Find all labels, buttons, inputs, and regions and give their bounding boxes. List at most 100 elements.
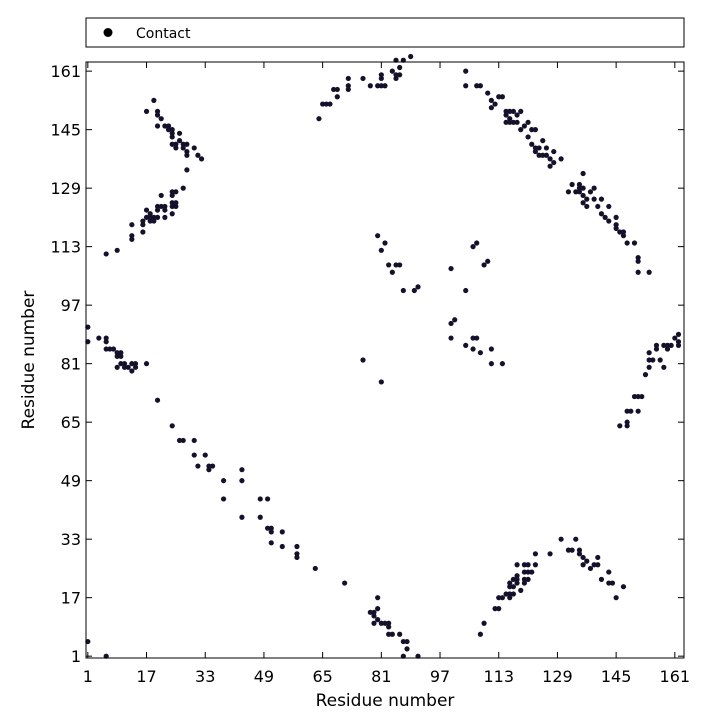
contact-point	[540, 152, 546, 158]
contact-point	[474, 83, 480, 89]
contact-point	[202, 452, 208, 458]
contact-point	[580, 562, 586, 568]
x-tick-label: 33	[195, 667, 215, 686]
contact-point	[547, 163, 553, 169]
contact-point	[114, 247, 120, 253]
contact-point	[587, 189, 594, 195]
contact-point	[386, 262, 392, 268]
contact-point	[158, 203, 164, 210]
contact-point	[96, 335, 102, 341]
contact-point	[675, 339, 682, 345]
contact-point	[631, 240, 638, 246]
contact-point	[294, 543, 300, 550]
contact-point	[532, 562, 539, 568]
contact-point	[386, 620, 392, 626]
x-tick-label: 81	[371, 667, 391, 686]
y-tick-label: 97	[61, 296, 81, 315]
contact-point	[393, 72, 399, 78]
contact-point	[176, 138, 183, 144]
contact-point	[147, 211, 153, 217]
contact-point	[507, 595, 513, 601]
contact-point	[536, 145, 542, 151]
contact-point	[389, 68, 395, 74]
contact-point	[551, 159, 557, 166]
y-axis-label: Residue number	[19, 291, 39, 430]
contact-point	[154, 108, 161, 114]
contact-point	[617, 229, 623, 235]
contact-point	[415, 284, 421, 290]
contact-point	[507, 119, 513, 125]
contact-point	[595, 562, 601, 568]
contact-point	[510, 584, 516, 590]
contact-point	[151, 214, 157, 220]
contact-point	[371, 620, 377, 626]
x-tick-label: 97	[430, 667, 450, 686]
contact-point	[415, 653, 421, 659]
contact-point	[345, 75, 351, 82]
contact-point	[525, 134, 531, 140]
contact-point	[397, 64, 403, 71]
contact-point	[580, 192, 586, 199]
contact-point	[375, 83, 381, 89]
contact-point	[576, 551, 583, 557]
contact-point	[503, 108, 509, 114]
contact-point	[173, 200, 179, 206]
contact-point	[485, 258, 491, 264]
legend-box	[85, 17, 685, 48]
contact-point	[180, 145, 186, 151]
contact-point	[209, 463, 216, 469]
contact-point	[169, 423, 175, 429]
contact-point	[169, 200, 175, 206]
contact-point	[609, 580, 616, 586]
contact-point	[635, 258, 641, 264]
contact-point	[576, 189, 583, 195]
contact-point	[334, 86, 340, 93]
contact-point	[173, 203, 179, 210]
contact-point	[635, 269, 641, 275]
contact-point	[595, 554, 601, 561]
contact-point	[624, 240, 630, 246]
contact-point	[664, 342, 671, 348]
contact-point	[485, 90, 491, 96]
contact-point	[573, 536, 579, 542]
contact-point	[143, 361, 150, 367]
contact-point	[653, 346, 660, 352]
contact-point	[118, 361, 124, 367]
contact-point	[499, 94, 505, 100]
contact-point	[518, 587, 524, 593]
contact-point	[268, 529, 274, 535]
contact-point	[103, 653, 109, 659]
contact-point	[169, 189, 175, 195]
contact-point	[198, 156, 205, 162]
contact-point	[173, 189, 179, 195]
contact-point	[404, 638, 410, 645]
contact-point	[360, 75, 366, 82]
contact-point	[195, 152, 201, 158]
contact-point	[543, 152, 550, 158]
contact-point	[371, 613, 377, 619]
contact-point	[176, 130, 183, 136]
contact-point	[411, 287, 417, 294]
contact-point	[132, 364, 139, 370]
y-tick-label: 129	[50, 179, 81, 198]
contact-point	[507, 116, 513, 122]
contact-point	[176, 437, 183, 444]
contact-point	[532, 145, 539, 151]
contact-point	[470, 346, 476, 352]
contact-point	[393, 262, 399, 268]
contact-point	[184, 167, 190, 173]
contact-point	[382, 620, 388, 626]
contact-point	[653, 342, 660, 348]
contact-point	[448, 265, 454, 272]
y-axis-ticks: 1 17 33 49 65 81 97 113 129 145 161	[50, 62, 684, 666]
contact-point	[367, 83, 373, 89]
contact-point	[169, 203, 175, 210]
contact-point	[661, 342, 667, 348]
contact-point	[162, 207, 168, 213]
contact-point	[162, 123, 168, 129]
contact-point	[521, 569, 528, 575]
contact-point	[154, 123, 161, 129]
contact-point	[404, 646, 410, 652]
contact-point	[606, 569, 612, 575]
contact-point	[393, 75, 399, 82]
